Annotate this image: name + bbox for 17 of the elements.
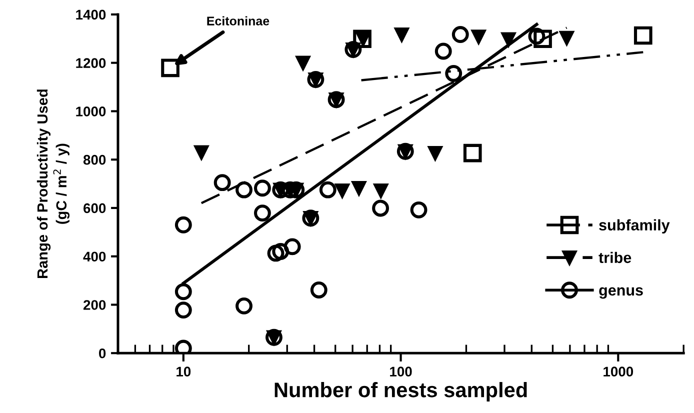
y-tick-label: 1000	[76, 106, 106, 116]
y-tick-label: 0	[99, 348, 106, 358]
x-axis-title: Number of nests sampled	[274, 382, 527, 402]
legend-label: tribe	[598, 252, 632, 264]
y-tick-label: 800	[83, 154, 106, 165]
y-tick-label: 1400	[76, 10, 106, 20]
x-tick-label: 10	[176, 366, 191, 377]
legend-label: genus	[599, 287, 643, 299]
legend-label: subfamily	[599, 219, 670, 234]
x-tick-label: 100	[390, 366, 412, 377]
y-tick-label: 200	[83, 300, 106, 310]
y-axis-title: Range of Productivity Used (gC / m$^{2}$ / y)	[36, 90, 70, 278]
annotation: Ecitoninae	[207, 16, 270, 26]
y-tick-label: 400	[83, 252, 106, 262]
y-tick-label: 600	[84, 203, 106, 214]
y-tick-label: 1200	[76, 58, 106, 68]
x-tick-label: 1000	[604, 366, 634, 377]
